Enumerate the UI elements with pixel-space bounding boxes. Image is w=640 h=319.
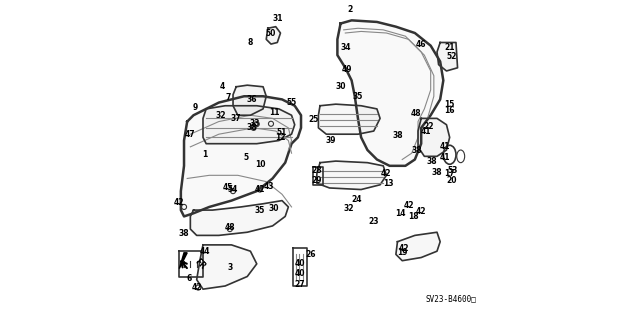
Text: 35: 35: [255, 206, 265, 215]
Text: 34: 34: [341, 43, 351, 52]
Text: 32: 32: [215, 111, 226, 120]
Text: 25: 25: [308, 115, 319, 124]
Text: 51: 51: [277, 128, 287, 137]
Text: 14: 14: [396, 209, 406, 218]
Text: 22: 22: [424, 122, 435, 131]
Text: 8: 8: [248, 38, 253, 47]
Text: 19: 19: [397, 248, 408, 257]
Polygon shape: [418, 118, 450, 156]
Text: 43: 43: [264, 182, 275, 191]
Text: 55: 55: [287, 98, 297, 107]
Polygon shape: [266, 27, 280, 44]
Text: 1: 1: [202, 150, 207, 159]
Text: 41: 41: [440, 142, 450, 151]
Text: 54: 54: [228, 185, 238, 194]
Text: 39: 39: [326, 136, 336, 145]
Text: 21: 21: [444, 43, 455, 52]
Polygon shape: [181, 96, 301, 216]
Text: 40: 40: [295, 269, 305, 278]
Text: 42: 42: [399, 243, 409, 253]
Text: 42: 42: [416, 207, 426, 216]
Polygon shape: [437, 42, 458, 71]
Text: 3: 3: [227, 263, 232, 271]
Text: 40: 40: [295, 259, 305, 268]
Text: 50: 50: [266, 28, 276, 38]
Text: 52: 52: [446, 52, 456, 61]
Text: 41: 41: [440, 153, 450, 162]
Text: 2: 2: [348, 5, 353, 14]
Polygon shape: [317, 161, 387, 189]
Text: 27: 27: [294, 280, 305, 289]
Text: 33: 33: [250, 119, 260, 128]
Text: 42: 42: [381, 169, 392, 178]
Text: 47: 47: [185, 130, 196, 139]
Polygon shape: [396, 232, 440, 261]
Text: 38: 38: [392, 131, 403, 140]
Polygon shape: [179, 253, 187, 269]
Text: 48: 48: [225, 223, 235, 232]
Text: 17: 17: [444, 169, 455, 178]
Text: 15: 15: [444, 100, 455, 109]
Text: 9: 9: [193, 103, 198, 112]
Text: FR: FR: [193, 257, 207, 271]
Text: 12: 12: [275, 133, 285, 142]
Polygon shape: [196, 245, 257, 289]
Text: 38: 38: [411, 145, 422, 154]
Text: 30: 30: [269, 204, 280, 213]
Text: 38: 38: [178, 229, 189, 238]
Text: 5: 5: [243, 153, 248, 162]
Text: 42: 42: [403, 201, 414, 210]
Text: 44: 44: [199, 247, 210, 256]
Polygon shape: [337, 20, 444, 166]
Text: 38: 38: [432, 168, 442, 177]
Text: 37: 37: [231, 114, 241, 123]
Text: 26: 26: [305, 250, 316, 259]
Polygon shape: [190, 201, 289, 235]
Text: 23: 23: [369, 217, 379, 226]
Text: 32: 32: [343, 204, 354, 213]
Text: 13: 13: [383, 179, 393, 188]
Text: 20: 20: [446, 175, 456, 185]
Text: 24: 24: [351, 195, 362, 204]
Text: 42: 42: [192, 283, 202, 292]
Text: 42: 42: [174, 198, 184, 207]
Text: 42: 42: [255, 185, 265, 194]
Text: SV23-B4600□: SV23-B4600□: [426, 294, 477, 303]
Polygon shape: [233, 85, 266, 115]
Polygon shape: [319, 104, 380, 134]
Text: 38: 38: [427, 157, 438, 166]
Text: 11: 11: [269, 108, 280, 116]
Text: 46: 46: [416, 40, 426, 48]
Text: 29: 29: [312, 175, 322, 185]
Text: 31: 31: [272, 14, 283, 23]
Text: 10: 10: [255, 160, 265, 169]
Text: 36: 36: [247, 95, 257, 104]
Text: 48: 48: [411, 109, 422, 118]
Text: 41: 41: [420, 127, 431, 136]
Text: 6: 6: [186, 274, 191, 283]
Text: 53: 53: [447, 166, 458, 175]
Text: 45: 45: [223, 183, 234, 192]
Text: 49: 49: [342, 65, 352, 74]
Text: 30: 30: [335, 82, 346, 91]
Text: 35: 35: [353, 92, 363, 101]
Text: 38: 38: [246, 123, 257, 132]
Text: 28: 28: [312, 166, 322, 175]
Text: 7: 7: [226, 93, 231, 102]
Text: 18: 18: [408, 212, 419, 221]
Polygon shape: [203, 106, 294, 144]
Text: 4: 4: [220, 82, 225, 91]
Text: 16: 16: [444, 106, 455, 115]
